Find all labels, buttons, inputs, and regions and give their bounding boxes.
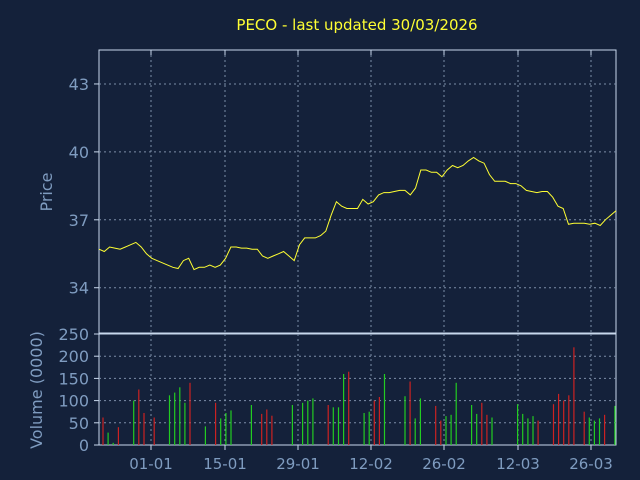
price-axis-label: Price (37, 172, 56, 211)
x-tick-label: 01-01 (129, 455, 173, 473)
x-tick-label: 26-03 (569, 455, 613, 473)
price-tick-label: 37 (69, 211, 89, 230)
volume-tick-label: 50 (69, 414, 89, 433)
volume-tick-label: 250 (58, 325, 89, 344)
price-tick-label: 40 (69, 143, 89, 162)
price-tick-label: 43 (69, 75, 89, 94)
price-tick-label: 34 (69, 279, 89, 298)
volume-tick-label: 0 (79, 436, 89, 455)
x-tick-label: 12-02 (349, 455, 393, 473)
chart-title: PECO - last updated 30/03/2026 (236, 16, 477, 34)
x-tick-label: 15-01 (203, 455, 247, 473)
x-tick-label: 12-03 (496, 455, 540, 473)
price-plot-frame (98, 49, 617, 334)
volume-panel: 250 200 150 100 50 0 01-01 15-01 29-01 12-02 26-02… (27, 325, 617, 473)
x-tick-label: 29-01 (276, 455, 320, 473)
x-tick-label: 26-02 (422, 455, 466, 473)
price-panel: 43 40 37 34 Price (37, 49, 617, 334)
volume-axis-label: Volume (0000) (27, 331, 46, 449)
volume-plot-frame (98, 333, 617, 446)
volume-tick-label: 150 (58, 369, 89, 388)
volume-tick-label: 200 (58, 347, 89, 366)
price-line (98, 156, 617, 271)
volume-tick-label: 100 (58, 392, 89, 411)
